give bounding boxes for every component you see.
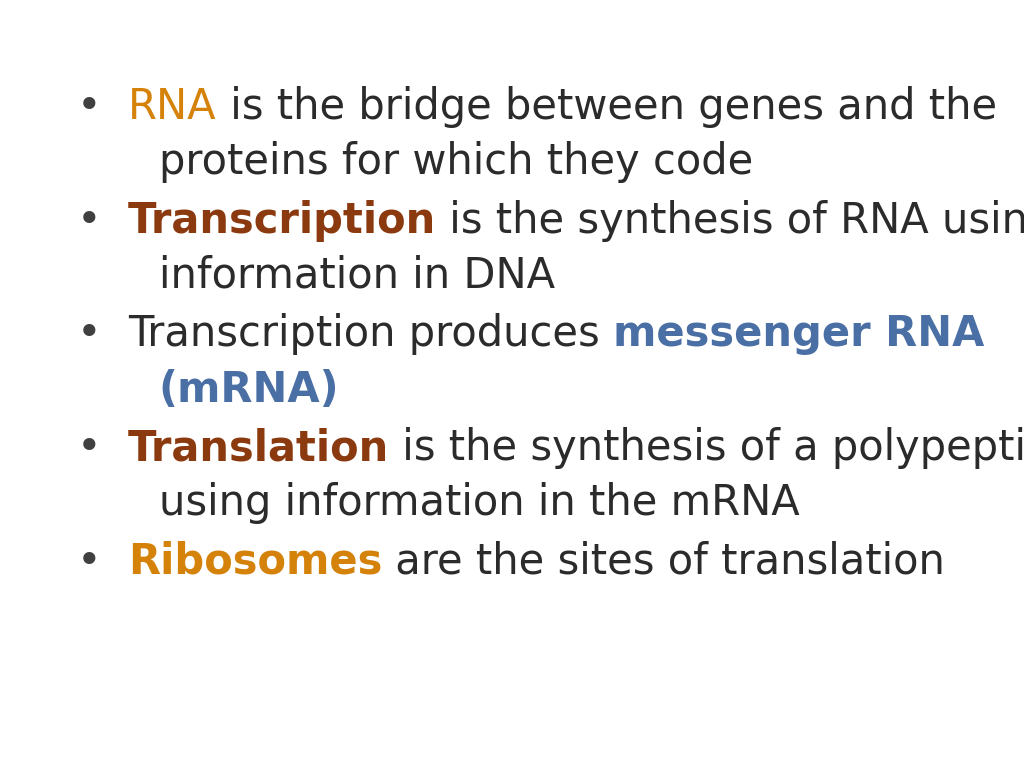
Text: Transcription: Transcription [128,200,436,242]
Text: •: • [77,541,101,583]
Text: is the synthesis of RNA using: is the synthesis of RNA using [436,200,1024,242]
Text: •: • [77,313,101,356]
Text: is the synthesis of a polypeptide,: is the synthesis of a polypeptide, [389,427,1024,469]
Text: •: • [77,427,101,469]
Text: •: • [77,86,101,128]
Text: Translation: Translation [128,427,389,469]
Text: messenger RNA: messenger RNA [613,313,984,356]
Text: Transcription produces: Transcription produces [128,313,613,356]
Text: information in DNA: information in DNA [159,255,555,297]
Text: (mRNA): (mRNA) [159,369,339,411]
Text: are the sites of translation: are the sites of translation [382,541,945,583]
Text: using information in the mRNA: using information in the mRNA [159,482,800,525]
Text: is the bridge between genes and the: is the bridge between genes and the [217,86,996,128]
Text: proteins for which they code: proteins for which they code [159,141,753,184]
Text: RNA: RNA [128,86,217,128]
Text: Ribosomes: Ribosomes [128,541,382,583]
Text: •: • [77,200,101,242]
